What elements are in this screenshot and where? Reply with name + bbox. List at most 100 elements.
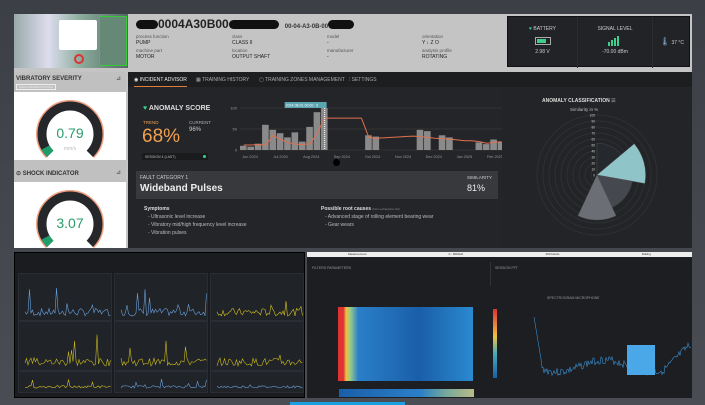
x-tick-label: Dec 2024 <box>426 155 442 159</box>
mini-series <box>216 301 303 317</box>
spectrogram-navigator[interactable] <box>339 389 474 397</box>
device-field: process function PUMP <box>136 34 169 46</box>
gauge-fill <box>41 145 54 157</box>
score-bar <box>475 142 483 150</box>
score-bar <box>298 141 306 150</box>
fault-name: Wideband Pulses <box>140 183 223 194</box>
x-tick-label: Jun 2024 <box>242 155 258 159</box>
current-value: 96% <box>189 127 202 133</box>
trend-line <box>243 117 502 146</box>
options-badge[interactable]: DISCLOSURE/OPTIONS <box>16 84 56 90</box>
mini-series <box>216 384 303 389</box>
mini-chart[interactable] <box>18 321 112 371</box>
mini-series <box>216 354 303 368</box>
tooltip-box <box>284 102 327 108</box>
signal-status: SIGNAL LEVEL -70.00 dBm <box>578 17 653 68</box>
radial-tick-label: 30 <box>591 156 595 160</box>
gauge-outline <box>36 100 104 159</box>
radial-tick-label: 90 <box>591 120 595 124</box>
x-tick-label: Aug 2024 <box>303 155 319 159</box>
radial-tick-label: 10 <box>591 168 595 172</box>
classification-title: ANOMALY CLASSIFICATION ☰ <box>542 98 616 104</box>
x-tick-label: Nov 2024 <box>395 155 411 159</box>
mini-series <box>120 289 207 317</box>
trend-value: 68% <box>142 126 181 147</box>
score-bar <box>284 137 291 150</box>
thermometer-icon: 🌡 <box>659 37 671 46</box>
mini-series <box>120 378 207 389</box>
radial-tick-label: 40 <box>591 150 595 154</box>
y-tick-label: 100 <box>230 106 237 111</box>
score-bar <box>291 132 299 150</box>
tab-training-zones[interactable]: ▢ TRAINING ZONES MANAGEMENT <box>259 77 345 83</box>
spectrum-line <box>533 316 692 376</box>
polar-grid <box>536 114 658 236</box>
score-bar <box>372 136 380 150</box>
mini-chart[interactable] <box>210 321 304 371</box>
mini-chart[interactable] <box>210 371 304 393</box>
spectrum-chart[interactable] <box>532 307 692 387</box>
anomaly-score-chart[interactable]: 0 50 100 Jun 2024 Jul 2024 Aug 2024 Sep 2024 Oc… <box>220 102 510 162</box>
session-fft-title: SESSION FFT <box>495 266 518 270</box>
mini-chart[interactable] <box>210 273 304 321</box>
device-header: 0004A30B00 00-04-A3-0B-00 process functio… <box>14 14 692 249</box>
anomaly-classification: ANOMALY CLASSIFICATION ☰ Similarity in %… <box>502 88 692 248</box>
mini-series <box>24 334 111 367</box>
menu-icon[interactable]: ☰ <box>611 98 616 104</box>
score-bar <box>438 135 446 150</box>
mini-chart[interactable] <box>18 371 112 393</box>
current-label: CURRENT <box>189 120 211 125</box>
pagination-dot[interactable] <box>333 159 340 166</box>
tooltip-text: 2024-08-01 00:00 : 6 <box>286 103 319 107</box>
x-tick-label: Jul 2024 <box>273 155 287 159</box>
gauge-track <box>37 191 103 247</box>
tab-training-history[interactable]: ▦ TRAINING HISTORY <box>196 77 250 83</box>
gauge-fill <box>41 235 54 247</box>
shock-gauge: 3.07 <box>14 182 126 249</box>
mini-chart[interactable] <box>114 371 208 393</box>
device-field: model - <box>327 34 340 46</box>
score-bar <box>424 131 431 150</box>
signal-bars-icon <box>608 36 622 46</box>
radial-tick-label: 0 <box>593 174 595 178</box>
mini-chart[interactable] <box>18 273 112 321</box>
mini-series <box>24 287 111 317</box>
temperature-status: 🌡 37 °C <box>659 37 685 46</box>
shock-value: 3.07 <box>56 215 84 231</box>
vibratory-value: 0.79 <box>56 125 84 141</box>
color-scale <box>493 309 497 378</box>
multi-chart-dashboard <box>14 252 305 398</box>
symptoms-list: Symptoms - Ultrasonic level increase - Vi… <box>144 206 247 236</box>
device-info: 0004A30B00 00-04-A3-0B-00 process functio… <box>132 14 504 70</box>
mini-series <box>24 379 111 389</box>
left-indicators: VIBRATORY SEVERITY ⊿ DISCLOSURE/OPTIONS … <box>14 72 126 249</box>
unit-label: mm/s <box>63 146 77 152</box>
vibratory-gauge: 0.79 mm/s <box>14 92 126 160</box>
device-status-panel: ♥ BATTERY 2.98 V SIGNAL LEVEL -70.00 dBm… <box>507 16 690 68</box>
tab-incident-advisor[interactable]: ◉ INCIDENT ADVISOR <box>134 77 187 87</box>
fault-card: FAULT CATEGORY 1 Wideband Pulses SIMILAR… <box>136 171 498 199</box>
gauge-track <box>37 101 103 157</box>
tab-settings[interactable]: ⫶ SETTINGS <box>349 77 377 83</box>
score-bar <box>313 112 321 150</box>
shock-indicator-title: ⊙ SHOCK INDICATOR <box>16 171 79 177</box>
anomaly-score-title: ♥ ANOMALY SCORE <box>143 105 211 112</box>
session-selector[interactable]: SESSION 4 (LAST) <box>142 153 208 160</box>
x-tick-label: Sep 2024 <box>334 155 350 159</box>
spectrogram-panel: Measurement 0 - 8000Hz 200 bands Rolling FI… <box>307 252 692 398</box>
chart-icon[interactable]: ⊿ <box>115 76 121 82</box>
y-tick-label: 0 <box>235 148 238 153</box>
device-field: machine part MOTOR <box>136 48 163 60</box>
device-id: 0004A30B00 00-04-A3-0B-00 <box>136 17 355 31</box>
polar-grid <box>542 120 652 230</box>
fft-controls[interactable] <box>490 262 690 286</box>
mini-chart[interactable] <box>114 273 208 321</box>
spectrogram-heatmap[interactable] <box>338 307 473 381</box>
score-bar <box>262 124 269 150</box>
mini-chart[interactable] <box>114 321 208 371</box>
score-bar <box>365 135 372 150</box>
score-bar <box>247 146 254 150</box>
machine-photo[interactable] <box>14 14 128 68</box>
chart-icon[interactable]: ⊿ <box>115 170 121 176</box>
